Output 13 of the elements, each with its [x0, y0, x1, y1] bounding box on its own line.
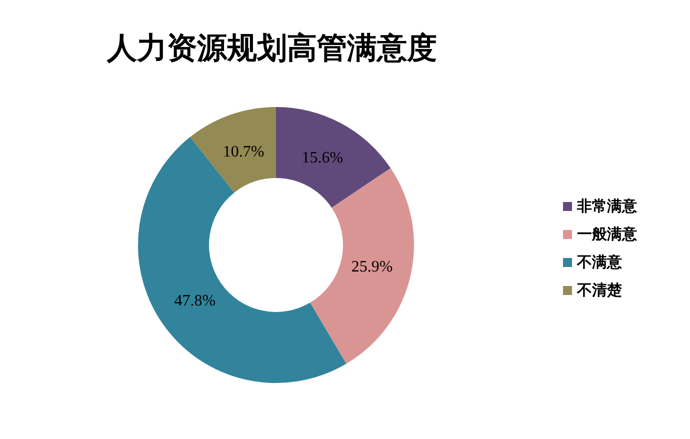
- donut-slice: [276, 107, 391, 208]
- data-label: 25.9%: [351, 258, 393, 276]
- data-label: 10.7%: [222, 144, 264, 161]
- legend-label: 一般满意: [577, 226, 638, 243]
- donut-slice: [138, 137, 346, 383]
- legend-label: 不满意: [576, 254, 623, 271]
- chart-title: 人力资源规划高管满意度: [106, 31, 437, 65]
- data-label: 15.6%: [302, 150, 344, 167]
- donut-slice: [310, 168, 414, 364]
- donut-slice: [190, 107, 276, 193]
- data-label: 47.8%: [174, 292, 216, 310]
- legend-label: 不清楚: [576, 282, 623, 299]
- legend-label: 非常满意: [576, 198, 638, 215]
